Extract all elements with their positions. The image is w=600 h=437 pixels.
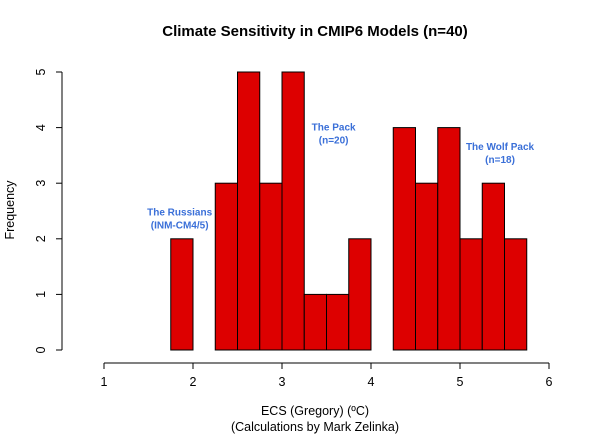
bars-group (170, 71, 528, 351)
y-tick-label: 4 (34, 124, 48, 131)
annotations-group: The Russians (INM-CM4/5) The Pack (n=20) The… (147, 122, 534, 231)
x-tick-label: 2 (190, 375, 197, 389)
annotation-title-1: The Pack (312, 122, 356, 133)
annotation-subtitle-2: (n=18) (485, 155, 515, 166)
y-tick-label: 2 (34, 235, 48, 242)
y-tick-label: 1 (34, 291, 48, 298)
histogram-bar-9 (415, 182, 439, 351)
histogram-bar-11 (459, 238, 483, 351)
histogram-bar-5 (303, 293, 327, 351)
y-axis-label: Frequency (3, 180, 17, 240)
annotation-subtitle-0: (INM-CM4/5) (151, 220, 209, 231)
histogram-bar-12 (481, 182, 505, 351)
histogram-bar-2 (237, 71, 261, 351)
y-tick-label: 0 (34, 346, 48, 353)
histogram-bar-13 (504, 238, 528, 351)
histogram-bar-10 (437, 127, 461, 351)
y-tick-label: 3 (34, 180, 48, 187)
x-tick-label: 3 (279, 375, 286, 389)
histogram-bar-0 (170, 238, 194, 351)
x-tick-label: 5 (457, 375, 464, 389)
x-axis-note: (Calculations by Mark Zelinka) (231, 420, 399, 434)
chart-title: Climate Sensitivity in CMIP6 Models (n=4… (162, 23, 468, 40)
y-axis: 0 1 2 3 4 5 (34, 68, 63, 353)
x-tick-label: 4 (368, 375, 375, 389)
annotation-title-2: The Wolf Pack (466, 142, 535, 153)
histogram-bar-8 (392, 127, 416, 351)
x-tick-label: 6 (546, 375, 553, 389)
annotation-title-0: The Russians (147, 207, 212, 218)
annotation-subtitle-1: (n=20) (319, 135, 349, 146)
x-axis-label: ECS (Gregory) (ºC) (261, 404, 369, 418)
histogram-bar-4 (281, 71, 305, 351)
histogram-bar-6 (326, 293, 350, 351)
histogram-bar-1 (214, 182, 238, 351)
histogram-bar-3 (259, 182, 283, 351)
x-tick-label: 1 (101, 375, 108, 389)
y-tick-label: 5 (34, 68, 48, 75)
x-axis: 1 2 3 4 5 6 (101, 362, 553, 389)
histogram-bar-7 (348, 238, 372, 351)
